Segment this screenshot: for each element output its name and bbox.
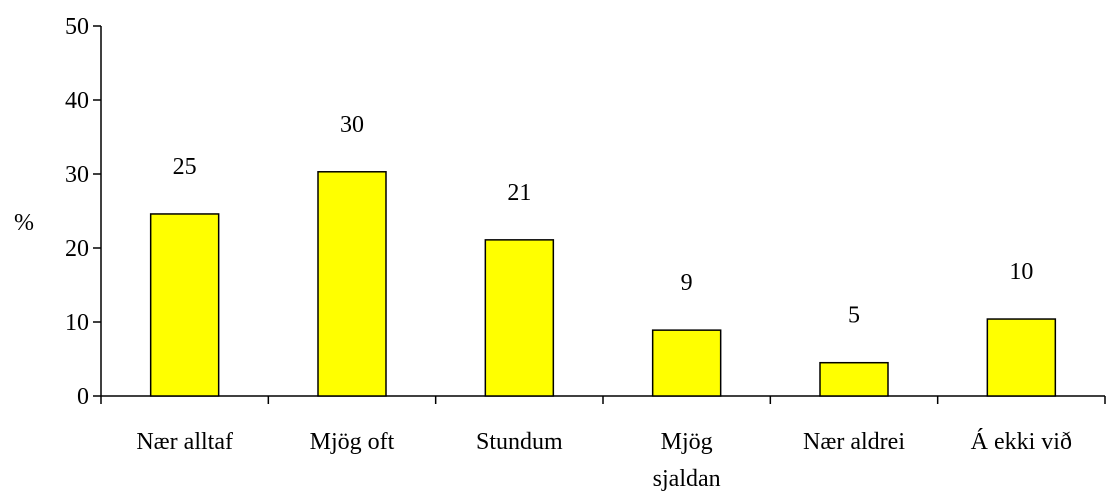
y-axis-label: % bbox=[14, 210, 34, 236]
y-ticks: 0 10 20 30 40 50 bbox=[65, 14, 101, 410]
y-tick-label: 50 bbox=[65, 14, 89, 40]
axes bbox=[100, 26, 1105, 397]
y-tick-label: 40 bbox=[65, 88, 89, 114]
bar bbox=[149, 213, 220, 397]
data-label: 30 bbox=[340, 112, 364, 138]
x-tick-label: Nær aldrei bbox=[803, 429, 905, 455]
x-tick-labels: Nær alltaf Mjög oft Stundum Mjög sjaldan Nær … bbox=[136, 429, 1072, 492]
bars bbox=[149, 171, 1057, 397]
x-tick-label: Mjög sjaldan bbox=[653, 429, 721, 492]
y-tick-label: 0 bbox=[77, 384, 89, 410]
data-label: 5 bbox=[848, 303, 860, 329]
bar bbox=[651, 329, 722, 397]
bar bbox=[986, 318, 1057, 397]
data-label: 9 bbox=[681, 270, 693, 296]
data-labels: 25 30 21 9 5 10 bbox=[173, 112, 1034, 329]
x-ticks bbox=[100, 396, 1106, 404]
data-label: 25 bbox=[173, 154, 197, 180]
x-tick-label: Á ekki við bbox=[971, 429, 1072, 455]
x-tick-label: Nær alltaf bbox=[136, 429, 233, 455]
bar bbox=[484, 239, 555, 397]
bar bbox=[317, 171, 387, 397]
y-tick-label: 10 bbox=[65, 310, 89, 336]
data-label: 21 bbox=[507, 180, 531, 206]
bar bbox=[819, 361, 889, 397]
y-tick-label: 30 bbox=[65, 162, 89, 188]
y-tick-label: 20 bbox=[65, 236, 89, 262]
data-label: 10 bbox=[1009, 259, 1033, 285]
x-tick-label: Mjög oft bbox=[310, 429, 395, 455]
x-tick-label: Stundum bbox=[476, 429, 563, 455]
